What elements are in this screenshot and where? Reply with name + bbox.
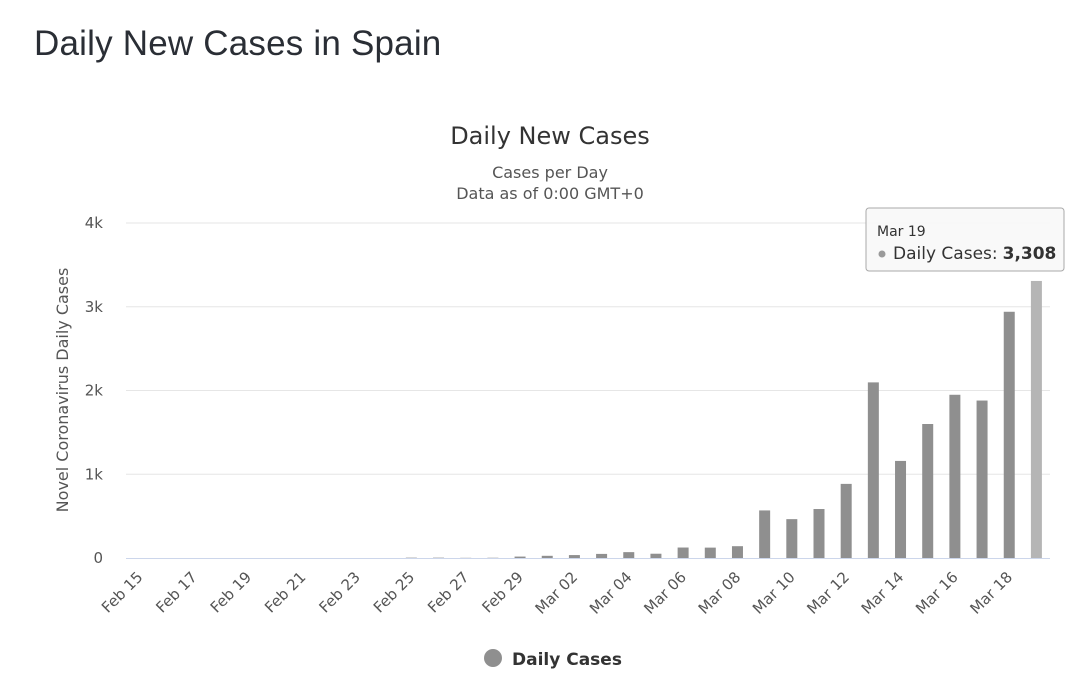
bar-mar-08[interactable]	[731, 546, 743, 558]
x-tick-label: Feb 29	[479, 568, 527, 616]
x-tick-label: Mar 04	[586, 568, 636, 618]
bar-mar-19[interactable]	[1030, 280, 1042, 558]
bar-mar-14[interactable]	[895, 460, 907, 558]
y-tick-label: 0	[93, 549, 103, 567]
tooltip-series-label: Daily Cases:	[893, 244, 998, 264]
x-tick-label: Feb 23	[315, 568, 363, 616]
tooltip-text: Daily Cases: 3,308	[893, 244, 1056, 264]
bar-mar-02[interactable]	[568, 555, 580, 558]
x-tick-label: Mar 06	[640, 568, 690, 618]
bar-mar-15[interactable]	[922, 424, 934, 558]
bar-mar-03[interactable]	[596, 553, 608, 558]
bar-mar-13[interactable]	[867, 382, 879, 558]
page-heading: Daily New Cases in Spain	[34, 24, 442, 63]
bar-mar-10[interactable]	[786, 519, 798, 558]
bar-mar-16[interactable]	[949, 394, 961, 558]
y-tick-label: 3k	[85, 298, 104, 316]
x-tick-label: Mar 02	[532, 568, 582, 618]
legend-marker-daily-cases[interactable]	[484, 649, 502, 667]
legend[interactable]: Daily Cases	[484, 649, 622, 670]
bar-mar-06[interactable]	[677, 547, 689, 558]
tooltip: Mar 19 Daily Cases: 3,308	[865, 207, 1065, 272]
x-tick-label: Mar 08	[695, 568, 745, 618]
chart-subtitle-line-1: Cases per Day	[492, 163, 608, 182]
bar-feb-29[interactable]	[514, 556, 526, 558]
x-tick-label: Feb 19	[207, 568, 255, 616]
y-axis-title: Novel Coronavirus Daily Cases	[53, 268, 72, 513]
legend-label-daily-cases[interactable]: Daily Cases	[512, 650, 622, 670]
y-tick-label: 1k	[85, 465, 104, 483]
tooltip-box	[865, 207, 1065, 272]
y-axis-tick-labels: 0 1k 2k 3k 4k	[85, 214, 104, 567]
x-tick-label: Feb 17	[152, 568, 200, 616]
bar-mar-09[interactable]	[759, 510, 771, 558]
bar-mar-05[interactable]	[650, 553, 662, 558]
bar-mar-18[interactable]	[1003, 311, 1015, 558]
tooltip-series-marker	[878, 250, 886, 258]
bar-mar-12[interactable]	[840, 483, 852, 558]
x-tick-label: Mar 10	[749, 568, 799, 618]
x-tick-label: Mar 14	[858, 568, 908, 618]
x-tick-label: Feb 15	[98, 568, 146, 616]
chart-title: Daily New Cases	[450, 122, 650, 150]
bar-mar-11[interactable]	[813, 509, 825, 558]
x-tick-label: Feb 25	[370, 568, 418, 616]
tooltip-date: Mar 19	[877, 224, 926, 240]
x-tick-label: Feb 21	[261, 568, 309, 616]
x-tick-label: Mar 12	[803, 568, 853, 618]
bar-mar-01[interactable]	[541, 555, 553, 558]
bar-mar-07[interactable]	[704, 547, 716, 558]
tooltip-value: 3,308	[1003, 244, 1057, 264]
bars	[405, 280, 1042, 558]
x-tick-label: Mar 18	[966, 568, 1016, 618]
y-tick-label: 4k	[85, 214, 104, 232]
bar-mar-04[interactable]	[623, 552, 635, 558]
x-axis-tick-labels: Feb 15 Feb 17 Feb 19 Feb 21 Feb 23 Feb 25 Feb …	[98, 568, 1016, 618]
x-tick-label: Feb 27	[424, 568, 472, 616]
y-tick-label: 2k	[85, 382, 104, 400]
chart-subtitle-line-2: Data as of 0:00 GMT+0	[456, 184, 644, 203]
bar-mar-17[interactable]	[976, 400, 988, 558]
x-tick-label: Mar 16	[912, 568, 962, 618]
